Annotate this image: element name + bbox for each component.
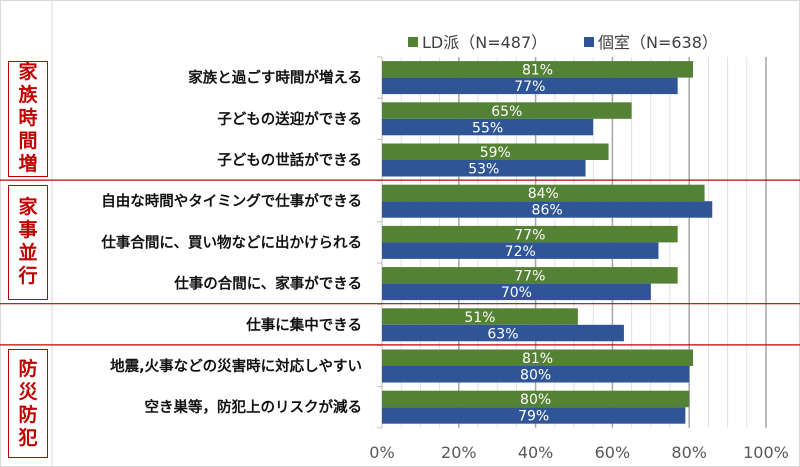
bar-ld (382, 308, 578, 325)
category-label: 自由な時間やタイミングで仕事ができる (101, 192, 362, 210)
bar-ld (382, 267, 678, 284)
data-label: 77% (514, 269, 545, 285)
data-label: 55% (472, 120, 503, 136)
legend-label: 個室（N=638） (598, 33, 718, 52)
bar-private-room (382, 201, 713, 218)
data-label: 51% (464, 310, 495, 326)
legend-label: LD派（N=487） (422, 33, 547, 52)
group-label: 家族時間増 (18, 61, 38, 176)
bar-private-room (382, 407, 686, 424)
bar-private-room (382, 160, 586, 177)
data-label: 80% (520, 392, 551, 408)
data-label: 53% (468, 162, 499, 178)
group-label: 家事並行 (18, 196, 38, 288)
group-box: 家族時間増 (8, 61, 48, 177)
data-label: 77% (514, 227, 545, 243)
bar-private-room (382, 242, 659, 259)
data-label: 72% (505, 244, 536, 260)
data-label: 63% (487, 326, 518, 342)
data-label: 84% (528, 186, 559, 202)
category-label: 子どもの送迎ができる (217, 110, 362, 128)
legend-swatch (408, 37, 418, 47)
data-label: 70% (501, 285, 532, 301)
data-label: 59% (480, 145, 511, 161)
x-tick-label: 100% (743, 443, 789, 462)
x-tick-label: 40% (518, 443, 554, 462)
bar-private-room (382, 324, 624, 342)
bar-ld (382, 61, 694, 78)
group-box: 家事並行 (8, 184, 48, 301)
category-label: 地震,火事などの災害時に対応しやすい (110, 357, 362, 375)
x-tick-label: 80% (671, 443, 707, 462)
data-label: 81% (522, 63, 553, 79)
data-label: 79% (518, 409, 549, 425)
bar-ld (382, 390, 690, 408)
x-tick-label: 0% (369, 443, 394, 462)
bar-ld (382, 102, 632, 119)
bar-private-room (382, 77, 678, 95)
bar-private-room (382, 366, 690, 383)
data-label: 80% (520, 368, 551, 384)
legend-swatch (584, 37, 594, 47)
bar-ld (382, 349, 694, 366)
category-label: 仕事合間に、買い物などに出かけられる (100, 233, 362, 251)
category-label: 空き巣等，防犯上のリスクが減る (145, 398, 363, 416)
category-label: 仕事の合間に、家事ができる (173, 275, 362, 293)
data-label: 65% (491, 104, 522, 120)
category-label: 家族と過ごす時間が増える (188, 69, 362, 87)
category-label: 子どもの世話ができる (217, 151, 362, 169)
category-label: 仕事に集中できる (245, 316, 362, 334)
bar-ld (382, 184, 705, 202)
bar-ld (382, 143, 609, 160)
data-label: 86% (532, 203, 563, 219)
data-label: 81% (522, 351, 553, 367)
group-label: 防災防犯 (18, 357, 38, 449)
data-label: 77% (514, 79, 545, 95)
group-box: 防災防犯 (8, 349, 48, 458)
bar-ld (382, 225, 678, 243)
x-tick-label: 20% (441, 443, 477, 462)
bar-private-room (382, 118, 594, 136)
x-tick-label: 60% (595, 443, 631, 462)
bar-private-room (382, 283, 651, 301)
